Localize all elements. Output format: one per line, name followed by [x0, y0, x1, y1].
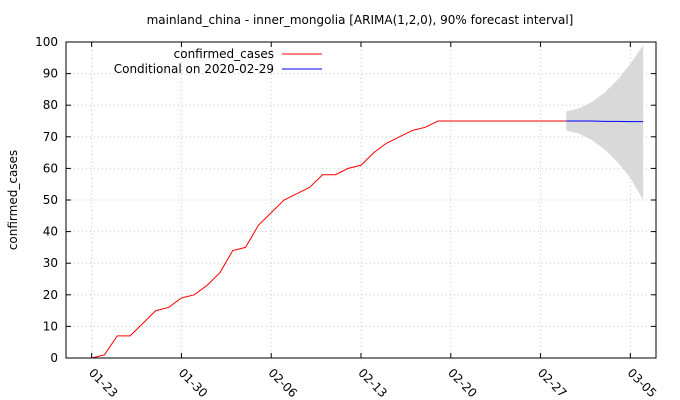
x-tick-label: 02-20	[445, 366, 480, 400]
x-tick-label: 03-05	[625, 366, 660, 400]
series-line-conditional	[566, 120, 644, 123]
y-tick-label: 60	[43, 161, 58, 175]
y-tick-label: 80	[43, 98, 58, 112]
y-tick-label: 90	[43, 67, 58, 81]
y-tick-label: 100	[35, 35, 58, 49]
y-tick-label: 50	[43, 193, 58, 207]
y-tick-label: 0	[50, 351, 58, 365]
x-tick-label: 01-30	[176, 366, 211, 400]
series-layer	[91, 120, 644, 359]
legend: confirmed_cases Conditional on 2020-02-2…	[114, 47, 322, 76]
interval-band-layer	[566, 45, 644, 200]
x-tick-label: 01-23	[86, 366, 121, 400]
forecast-interval-band	[566, 45, 644, 200]
y-tick-label: 70	[43, 130, 58, 144]
y-tick-label: 40	[43, 225, 58, 239]
x-tick-label: 02-27	[535, 366, 570, 400]
legend-label-confirmed: confirmed_cases	[174, 47, 274, 61]
series-line-confirmed	[91, 120, 567, 359]
y-tick-label: 10	[43, 319, 58, 333]
chart-title: mainland_china - inner_mongolia [ARIMA(1…	[147, 13, 574, 27]
axis-layer: 0 10 20 30 40 50 60 70 80 90 100 01-23 01-30 02-06 02-…	[35, 35, 659, 400]
y-axis-label: confirmed_cases	[6, 150, 20, 250]
y-tick-label: 20	[43, 288, 58, 302]
x-tick-label: 02-13	[355, 366, 390, 400]
x-tick-label: 02-06	[266, 366, 301, 400]
grid-layer	[66, 42, 656, 358]
y-tick-label: 30	[43, 256, 58, 270]
legend-label-conditional: Conditional on 2020-02-29	[114, 62, 274, 76]
